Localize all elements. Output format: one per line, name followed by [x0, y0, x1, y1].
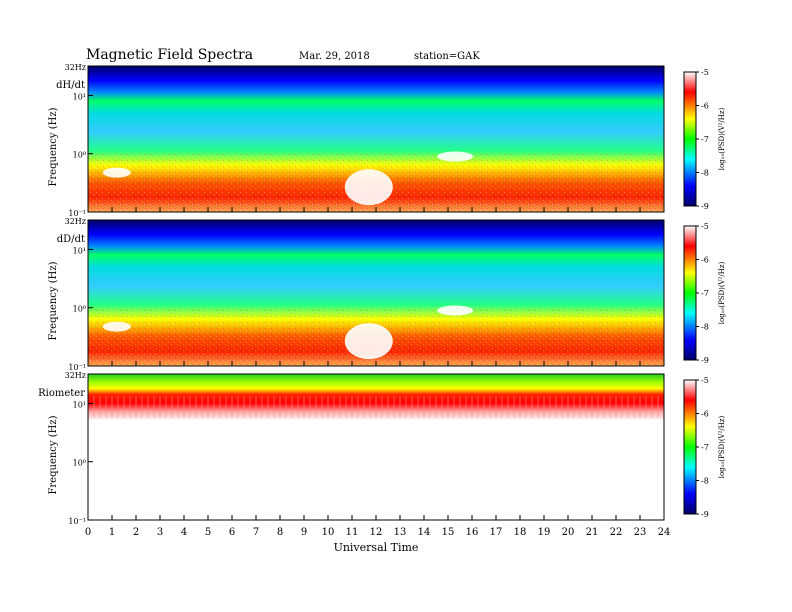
colorbar-tick-label: -6	[701, 256, 709, 265]
colorbar-tick-label: -7	[701, 289, 709, 298]
x-tick-label: 7	[253, 527, 259, 538]
colorbar-tick-label: -8	[701, 477, 709, 486]
x-tick-label: 5	[205, 527, 211, 538]
x-tick-label: 20	[562, 527, 575, 538]
x-tick-label: 4	[181, 527, 187, 538]
x-tick-label: 0	[85, 527, 91, 538]
colorbar	[683, 71, 697, 207]
panel-label: dH/dt	[56, 80, 85, 91]
colorbar	[683, 379, 697, 515]
y-axis-label: Frequency (Hz)	[48, 107, 59, 186]
x-tick-label: 3	[157, 527, 163, 538]
colorbar-tick-label: -5	[701, 376, 709, 385]
y-tick-label: 10⁻¹	[68, 363, 86, 372]
spectrogram-feature	[102, 167, 131, 178]
x-tick-label: 21	[586, 527, 599, 538]
y-tick-label: 32Hz	[65, 217, 86, 226]
x-tick-label: 11	[346, 527, 359, 538]
colorbar-tick-label: -8	[701, 323, 709, 332]
x-tick-label: 8	[277, 527, 283, 538]
colorbar-tick-label: -7	[701, 135, 709, 144]
y-axis-label: Frequency (Hz)	[48, 261, 59, 340]
colorbar-tick-label: -9	[701, 202, 709, 211]
panel-1: 10⁻¹ 10⁰ 10¹ 32Hz dH/dt Frequency (Hz) -5 -6 -7 -…	[48, 63, 726, 218]
x-tick-label: 9	[301, 527, 307, 538]
colorbar-tick-label: -8	[701, 169, 709, 178]
y-tick-label: 10¹	[73, 400, 86, 409]
panel-label: dD/dt	[57, 234, 85, 245]
colorbar-tick-label: -6	[701, 410, 709, 419]
colorbar-tick-label: -9	[701, 510, 709, 519]
colorbar-tick-label: -7	[701, 443, 709, 452]
station-label: station=GAK	[414, 51, 480, 62]
y-tick-label: 10¹	[73, 246, 86, 255]
colorbar-tick-label: -5	[701, 68, 709, 77]
date-label: Mar. 29, 2018	[299, 51, 370, 62]
y-tick-label: 10⁻¹	[68, 209, 86, 218]
y-axis-label: Frequency (Hz)	[48, 415, 59, 494]
y-tick-label: 32Hz	[65, 63, 86, 72]
x-axis-label: Universal Time	[334, 541, 419, 554]
y-tick-label: 10⁻¹	[68, 517, 86, 526]
spectrogram-feature	[437, 151, 474, 162]
x-tick-label: 12	[370, 527, 383, 538]
colorbar-tick-label: -6	[701, 102, 709, 111]
spectrogram-feature	[437, 305, 474, 316]
x-tick-label: 22	[610, 527, 623, 538]
x-tick-label: 16	[466, 527, 479, 538]
panel-label: Riometer	[38, 388, 85, 399]
x-tick-label: 24	[658, 527, 671, 538]
y-tick-label: 10⁰	[73, 459, 86, 468]
y-tick-label: 10¹	[73, 92, 86, 101]
spectrogram-feature	[344, 323, 393, 360]
y-tick-label: 10⁰	[73, 305, 86, 314]
x-tick-label: 14	[418, 527, 431, 538]
y-tick-label: 10⁰	[73, 151, 86, 160]
y-tick-label: 32Hz	[65, 371, 86, 380]
figure-title: Magnetic Field Spectra	[86, 47, 253, 63]
colorbar-label: log₁₀(PSD)(V²/Hz)	[718, 261, 726, 324]
colorbar-label: log₁₀(PSD)(V²/Hz)	[718, 415, 726, 478]
x-tick-label: 6	[229, 527, 235, 538]
x-tick-label: 17	[490, 527, 503, 538]
colorbar	[683, 225, 697, 361]
x-tick-label: 2	[133, 527, 139, 538]
x-tick-label: 10	[322, 527, 335, 538]
colorbar-label: log₁₀(PSD)(V²/Hz)	[718, 107, 726, 170]
x-tick-label: 19	[538, 527, 551, 538]
spectrogram-feature	[102, 321, 131, 332]
x-tick-label: 1	[109, 527, 115, 538]
spectrogram-feature	[344, 169, 393, 206]
colorbar-tick-label: -5	[701, 222, 709, 231]
x-tick-label: 23	[634, 527, 647, 538]
x-tick-label: 18	[514, 527, 527, 538]
x-tick-label: 13	[394, 527, 407, 538]
colorbar-tick-label: -9	[701, 356, 709, 365]
panel-2: 10⁻¹ 10⁰ 10¹ 32Hz dD/dt Frequency (Hz) -5 -6 -7 -…	[48, 217, 726, 372]
x-tick-label: 15	[442, 527, 455, 538]
